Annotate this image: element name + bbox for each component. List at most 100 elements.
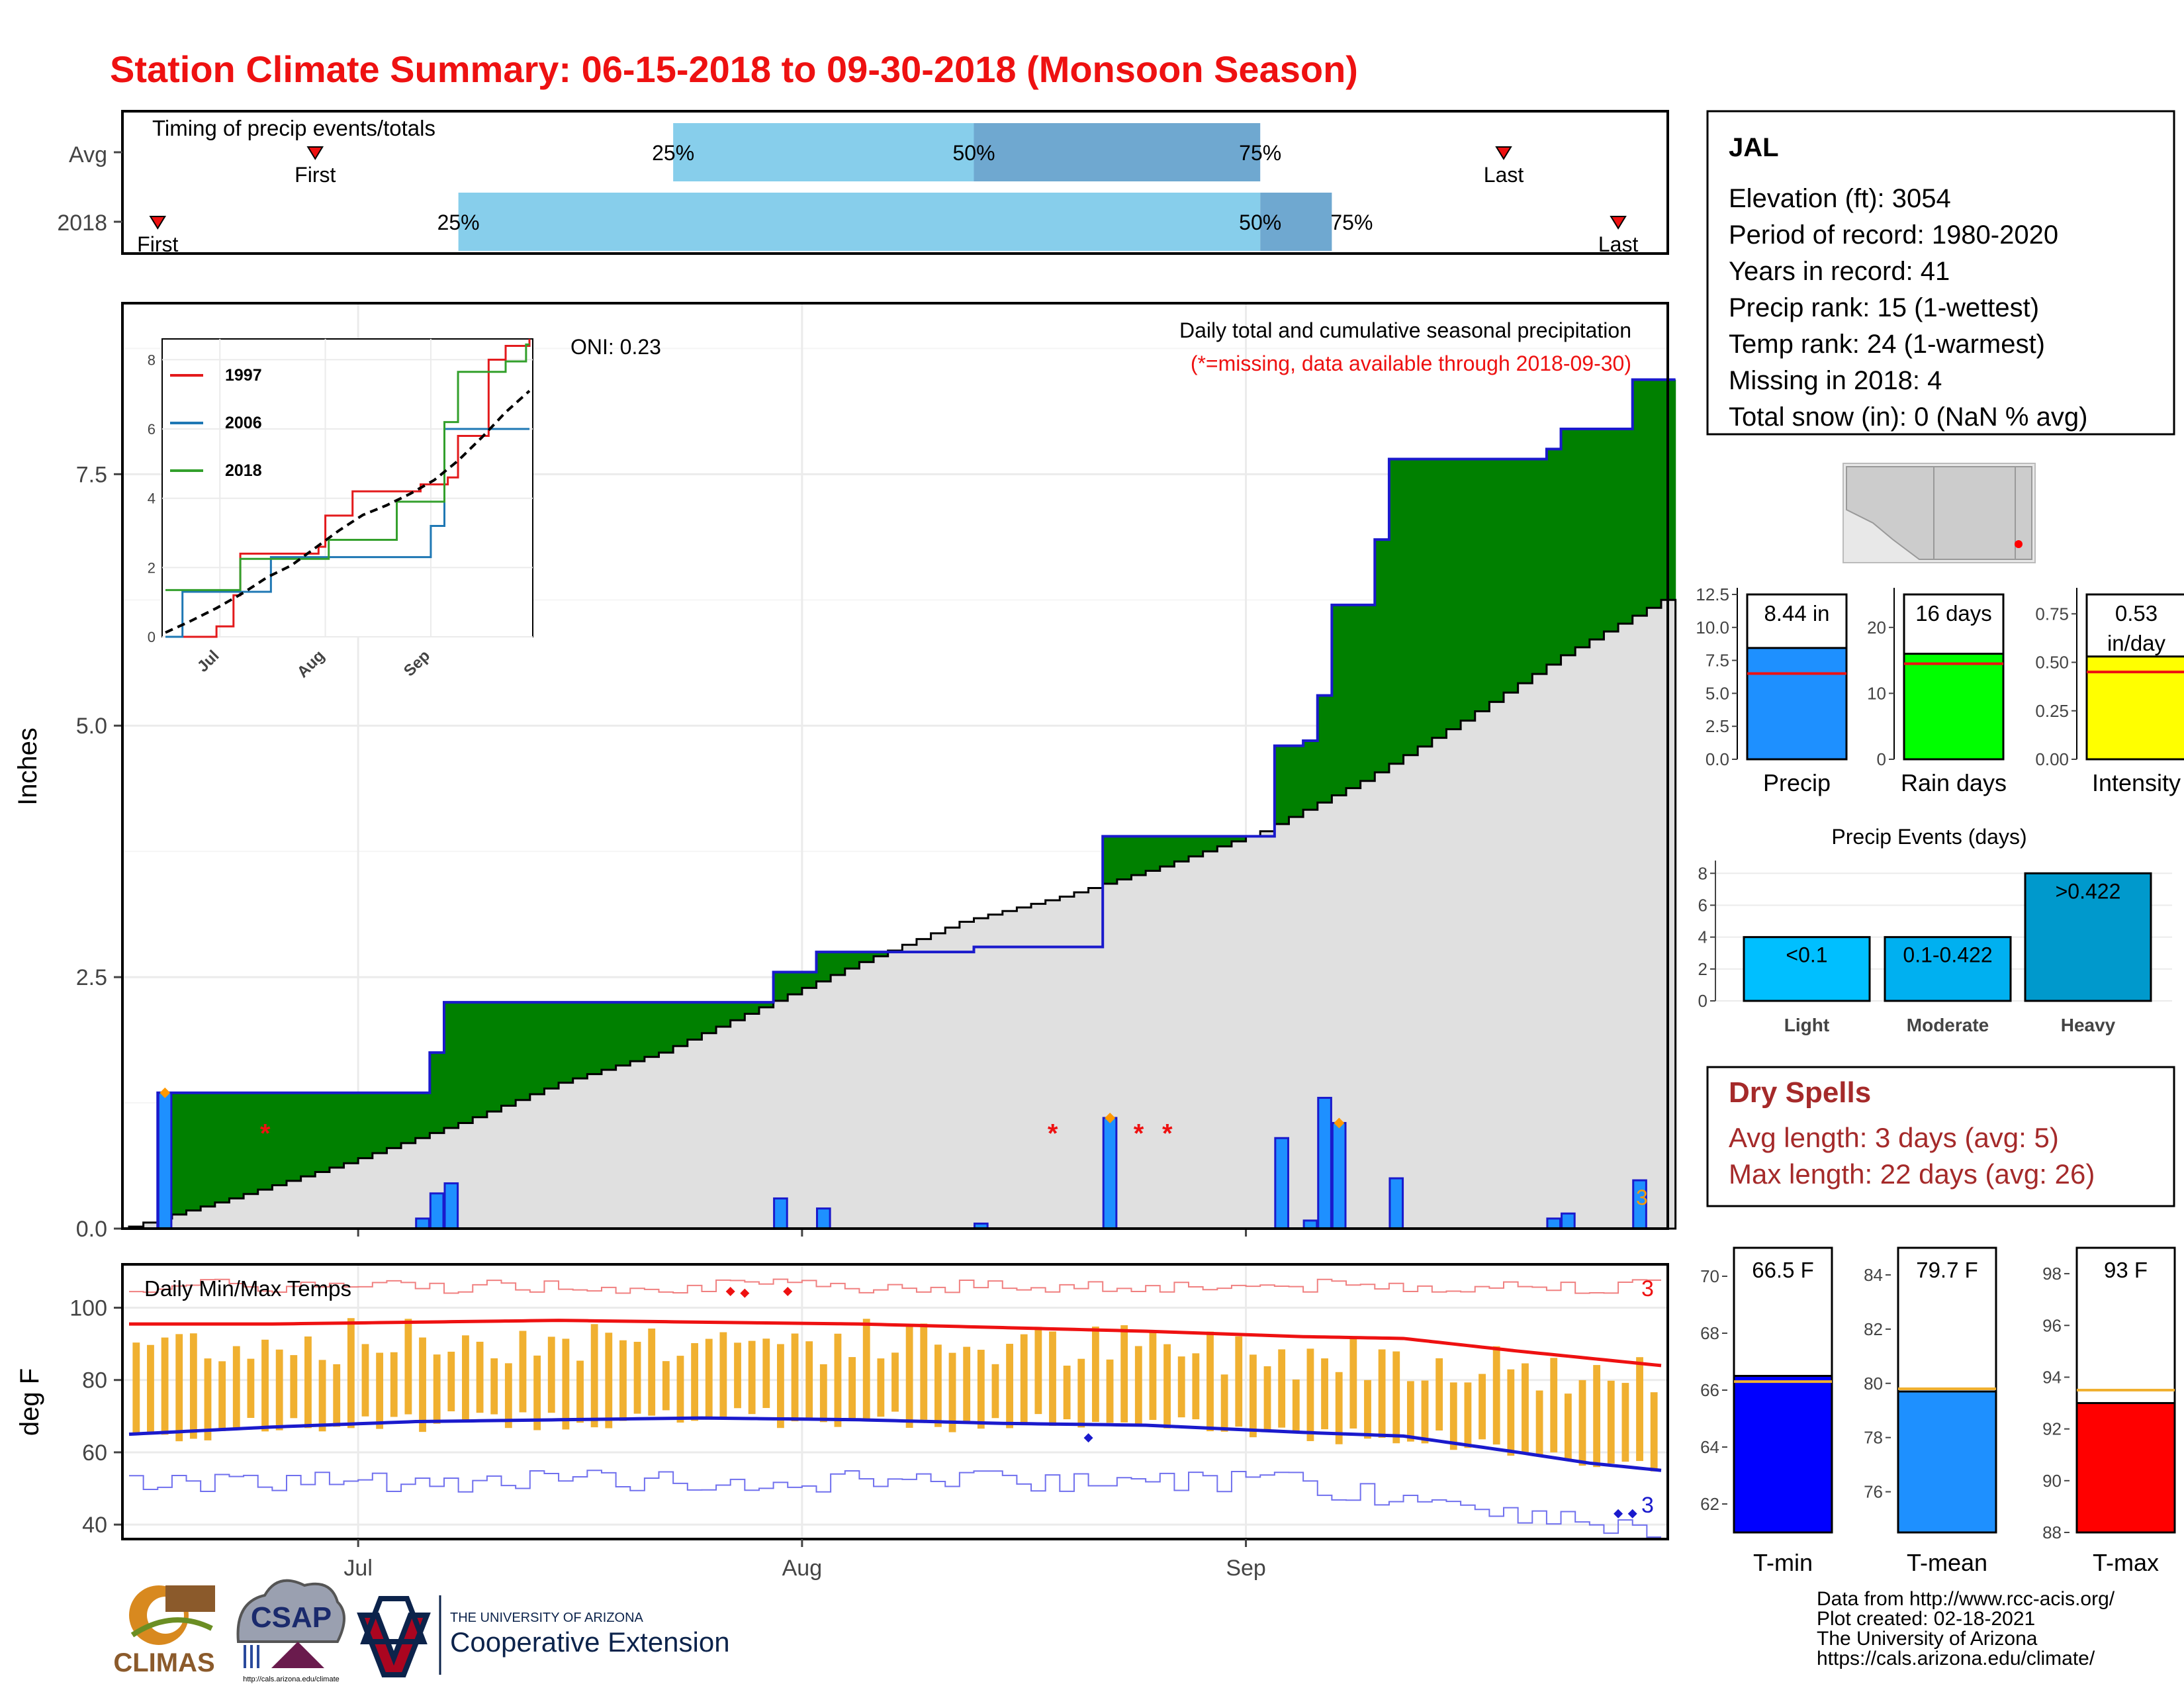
summary-bar-label: Intensity [2092,769,2181,796]
above-average-area [1360,604,1375,781]
daily-temp-range-bar [490,1358,498,1415]
above-average-area [1632,379,1647,616]
events-bar-Light [1743,936,1871,1002]
daily-temp-range-bar [676,1356,684,1423]
timing-panel-title: Timing of precip events/totals [152,116,435,140]
above-average-area [1116,836,1132,880]
temp-y-tick-label: 40 [82,1513,107,1538]
precip-y-tick-label: 7.5 [76,462,107,487]
summary-axis-tick-label: 20 [1867,618,1886,637]
above-average-area [745,1002,760,1014]
timing-rows: 25% 50% 75% First Last 25% 50% 75% First Last [114,123,1638,256]
daily-temp-range-bar [189,1333,197,1439]
above-average-area [1274,745,1290,824]
footer-created: Plot created: 02-18-2021 [1817,1608,2035,1630]
above-average-area [1647,379,1662,608]
inset-y-tick-label: 0 [148,629,156,645]
daily-temp-range-bar [1163,1344,1171,1429]
summary-bar-value: 16 days [1915,601,1992,626]
inset-legend-label: 1997 [225,366,262,385]
daily-temp-range-bar [290,1355,298,1419]
temp-axis-tick-label: 84 [1864,1265,1883,1285]
above-average-area [874,952,889,957]
daily-temp-range-bar [519,1331,527,1413]
above-average-area [1504,459,1519,693]
daily-temp-range-bar [1335,1372,1343,1444]
daily-temp-range-bar [1192,1353,1200,1420]
precip-note-missing: (*=missing, data available through 2018-… [1191,352,1631,375]
daily-temp-range-bar [232,1346,240,1429]
summary-bar-Rain days [1903,653,2005,761]
last-event-marker [1610,216,1627,230]
above-average-area [1388,459,1404,764]
daily-temp-range-bar [419,1337,426,1432]
daily-temp-range-bar [705,1338,713,1420]
daily-precip-bar [415,1217,430,1230]
daily-temp-range-bar [1392,1351,1400,1444]
inset-y-tick-label: 6 [148,421,156,438]
above-average-area [1332,604,1347,796]
average-max-temp-line [129,1319,1662,1368]
daily-temp-range-bar [1621,1383,1629,1462]
above-average-area [286,1092,302,1181]
events-x-label: Light [1784,1015,1829,1035]
above-average-area [171,1092,187,1215]
daily-temp-range-bar [1479,1374,1486,1440]
inset-y-tick-label: 8 [148,352,156,368]
record-low-marker [1614,1509,1623,1519]
summary-axis-tick-label: 10.0 [1696,618,1729,637]
daily-temp-range-bar [619,1340,627,1421]
summary-axis-tick-label: 0.50 [2035,653,2069,673]
above-average-area [630,1002,645,1062]
above-average-area [1546,449,1562,665]
summary-bar-value-unit: in/day [2107,631,2166,655]
daily-temp-range-bar [1278,1349,1286,1428]
missing-data-marker: * [1134,1119,1144,1149]
dry-spells-title: Dry Spells [1729,1076,1871,1109]
daily-temp-range-bar [132,1342,140,1433]
events-bar-label: >0.422 [2056,879,2121,903]
summary-bar-Precip [1746,647,1848,761]
daily-temp-range-bar [1077,1358,1085,1428]
above-average-area [1303,741,1318,810]
summary-axis-tick-label: 7.5 [1706,651,1729,671]
above-average-area [572,1002,588,1079]
above-average-area [315,1092,330,1172]
above-average-area [501,1002,516,1106]
dry-spells-avg: Avg length: 3 days (avg: 5) [1729,1122,2059,1153]
record-high-line [129,1278,1661,1294]
above-average-area [329,1092,345,1168]
daily-precip-bar [1317,1096,1332,1230]
daily-temp-range-bar [1564,1393,1572,1460]
station-line-elevation: Elevation (ft): 3054 [1729,184,1951,213]
events-bar-label: 0.1-0.422 [1903,943,1992,967]
temp-axis-tick-label: 82 [1864,1319,1883,1339]
precip-plot: * * * * [128,378,1677,1237]
events-plot: 0 2 4 6 8 <0.1 Light 0.1-0.422 Moderate >0.422 Hea… [1698,861,2172,1035]
timing-row-label-2018: 2018 [57,211,107,236]
events-x-label: Moderate [1907,1015,1989,1035]
above-average-area [1432,459,1447,738]
daily-temp-range-bar [261,1339,269,1432]
station-line-missing: Missing in 2018: 4 [1729,366,1942,395]
summary-axis-tick-label: 10 [1867,683,1886,703]
temp-bar-value: 93 F [2104,1258,2148,1282]
summary-bar-value: 8.44 in [1764,601,1829,626]
record-low-marker [1627,1509,1637,1519]
daily-temp-range-bar [662,1361,670,1411]
precip-panel: 0.0 2.5 5.0 7.5 * * * * Inches Daily total and… [13,302,1677,1242]
daily-temp-range-bar [1421,1380,1429,1444]
temp-bar-value: 66.5 F [1752,1258,1814,1282]
daily-temp-range-bar [934,1344,942,1427]
above-average-area [516,1002,531,1100]
above-average-area [257,1092,273,1190]
extreme-event-marker [159,1087,171,1098]
station-line-temp-rank: Temp rank: 24 (1-warmest) [1729,330,2045,359]
daily-temp-range-bar [920,1323,928,1420]
above-average-area [229,1092,244,1199]
summary-axis-tick-label: 0.0 [1706,749,1729,769]
above-average-area [730,1002,745,1021]
temp-axis-tick-label: 94 [2042,1367,2062,1387]
